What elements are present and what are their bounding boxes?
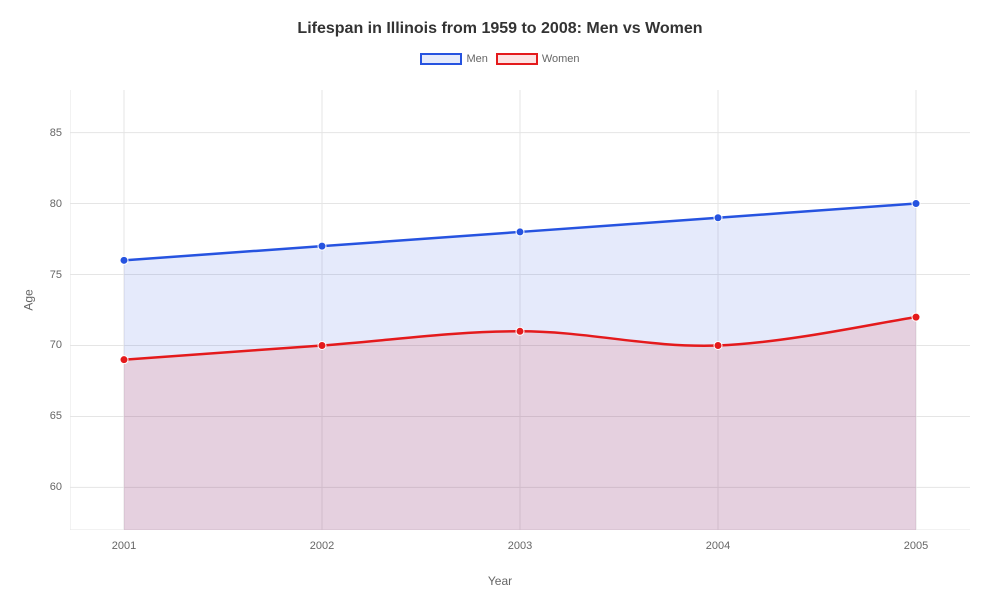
legend-swatch-women <box>496 53 538 65</box>
y-tick-label: 75 <box>50 269 62 281</box>
y-tick-label: 70 <box>50 339 62 351</box>
chart-container: Lifespan in Illinois from 1959 to 2008: … <box>0 0 1000 600</box>
plot-area <box>70 90 970 530</box>
x-tick-label: 2002 <box>310 540 334 552</box>
x-tick-label: 2001 <box>112 540 136 552</box>
legend-label-men: Men <box>466 53 487 65</box>
legend-item-men: Men <box>420 53 487 65</box>
legend-label-women: Women <box>542 53 580 65</box>
legend: Men Women <box>0 53 1000 65</box>
y-tick-label: 85 <box>50 127 62 139</box>
legend-item-women: Women <box>496 53 580 65</box>
legend-swatch-men <box>420 53 462 65</box>
y-tick-label: 60 <box>50 481 62 493</box>
x-tick-label: 2005 <box>904 540 928 552</box>
x-axis-label: Year <box>488 574 512 588</box>
x-tick-label: 2003 <box>508 540 532 552</box>
y-axis-label: Age <box>22 289 36 310</box>
chart-title: Lifespan in Illinois from 1959 to 2008: … <box>0 0 1000 38</box>
y-tick-label: 65 <box>50 410 62 422</box>
y-tick-label: 80 <box>50 198 62 210</box>
x-tick-label: 2004 <box>706 540 730 552</box>
